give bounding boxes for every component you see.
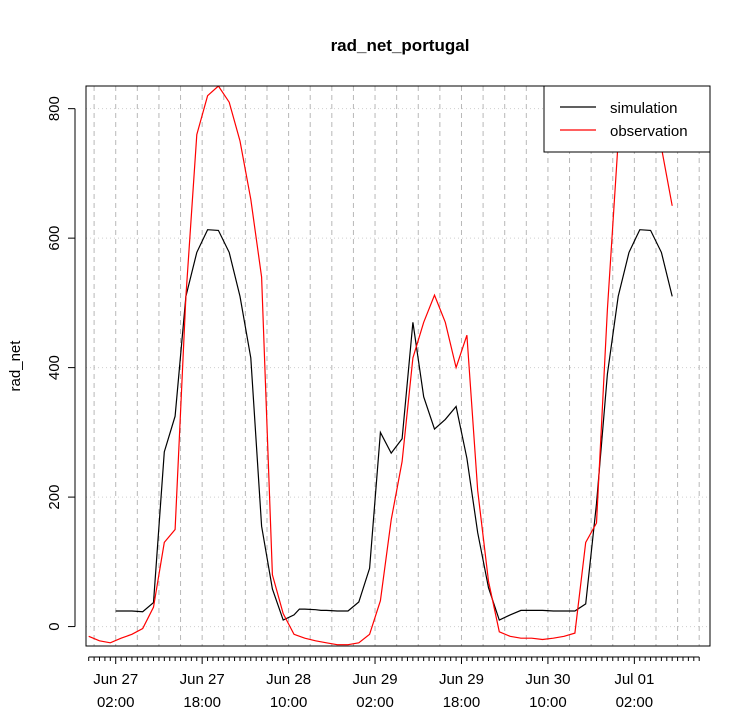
x-tick-label-date: Jul 01 (614, 671, 654, 688)
y-tick-label: 400 (46, 355, 63, 380)
axis-layer: 0 200 400 600 800 Jun 27 02:00 Jun 27 18:00 Jun 2… (46, 96, 700, 711)
grid-layer (86, 86, 710, 646)
legend-simulation-label: simulation (610, 100, 678, 117)
x-tick-label-date: Jun 28 (266, 671, 311, 688)
y-axis-label: rad_net (7, 340, 24, 392)
x-tick-label-time: 18:00 (183, 694, 221, 711)
x-tick-label-time: 02:00 (356, 694, 394, 711)
plot-frame (85, 85, 711, 647)
x-tick-label-date: Jun 29 (353, 671, 398, 688)
y-tick-label: 0 (46, 622, 63, 630)
x-tick-label-date: Jun 27 (93, 671, 138, 688)
y-tick-label: 200 (46, 485, 63, 510)
x-tick-label-date: Jun 29 (439, 671, 484, 688)
legend: simulation observation (543, 85, 711, 153)
series-line-simulation (115, 229, 673, 621)
x-tick-label-time: 02:00 (616, 694, 654, 711)
x-tick-label-date: Jun 30 (525, 671, 570, 688)
y-tick-label: 800 (46, 96, 63, 121)
plot-layer (88, 86, 673, 646)
x-tick-label-time: 18:00 (443, 694, 481, 711)
legend-box (543, 85, 711, 153)
x-tick-label-date: Jun 27 (180, 671, 225, 688)
x-tick-label-time: 10:00 (529, 694, 567, 711)
x-tick-label-time: 10:00 (270, 694, 308, 711)
y-tick-label: 600 (46, 226, 63, 251)
series-line-observation (88, 86, 673, 646)
x-tick-label-time: 02:00 (97, 694, 135, 711)
chart-title: rad_net_portugal (331, 36, 470, 55)
legend-observation-label: observation (610, 123, 688, 140)
